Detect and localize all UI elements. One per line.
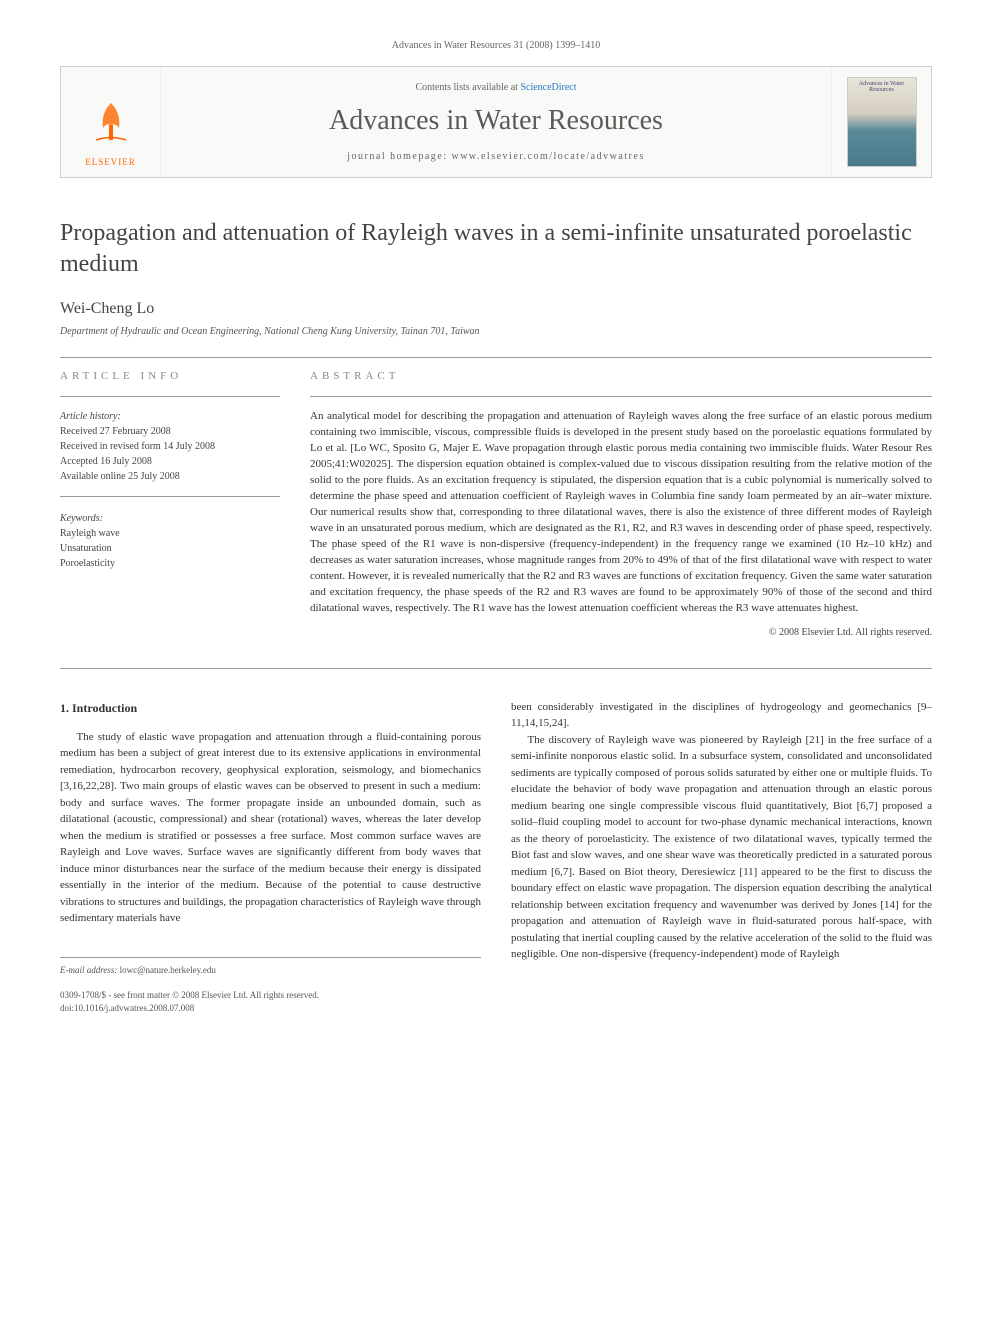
divider [60, 668, 932, 669]
body-paragraph: been considerably investigated in the di… [511, 699, 932, 732]
history-head: Article history: [60, 409, 280, 424]
front-matter-line: 0309-1708/$ - see front matter © 2008 El… [60, 989, 481, 1002]
email-label: E-mail address: [60, 965, 117, 975]
email-line: E-mail address: lowc@nature.berkeley.edu [60, 964, 481, 978]
elsevier-tree-icon [81, 93, 141, 153]
masthead-center: Contents lists available at ScienceDirec… [161, 67, 831, 177]
journal-homepage: journal homepage: www.elsevier.com/locat… [181, 151, 811, 162]
email-address[interactable]: lowc@nature.berkeley.edu [120, 965, 216, 975]
revised-date: Received in revised form 14 July 2008 [60, 439, 280, 454]
cover-text: Advances in Water Resources [851, 81, 913, 93]
footnote-area: E-mail address: lowc@nature.berkeley.edu… [60, 957, 481, 1015]
journal-masthead: ELSEVIER Contents lists available at Sci… [60, 66, 932, 178]
article-history: Article history: Received 27 February 20… [60, 409, 280, 571]
section-heading: 1. Introduction [60, 699, 481, 717]
article-info-label: ARTICLE INFO [60, 370, 280, 382]
keyword: Unsaturation [60, 541, 280, 556]
journal-cover-thumbnail: Advances in Water Resources [847, 77, 917, 167]
divider [60, 396, 280, 397]
doi-block: 0309-1708/$ - see front matter © 2008 El… [60, 989, 481, 1014]
received-date: Received 27 February 2008 [60, 424, 280, 439]
body-column-left: 1. Introduction The study of elastic wav… [60, 699, 481, 1015]
publisher-logo-block: ELSEVIER [61, 67, 161, 177]
body-paragraph: The discovery of Rayleigh wave was pione… [511, 732, 932, 963]
contents-prefix: Contents lists available at [415, 82, 520, 93]
divider [310, 396, 932, 397]
doi-line: doi:10.1016/j.advwatres.2008.07.008 [60, 1002, 481, 1015]
abstract-column: ABSTRACT An analytical model for describ… [310, 370, 932, 637]
abstract-text: An analytical model for describing the p… [310, 409, 932, 616]
journal-name: Advances in Water Resources [181, 105, 811, 137]
keywords-head: Keywords: [60, 511, 280, 526]
sciencedirect-link[interactable]: ScienceDirect [520, 82, 576, 93]
article-info-column: ARTICLE INFO Article history: Received 2… [60, 370, 280, 637]
keyword: Poroelasticity [60, 556, 280, 571]
abstract-label: ABSTRACT [310, 370, 932, 382]
article-title: Propagation and attenuation of Rayleigh … [60, 218, 932, 280]
author-affiliation: Department of Hydraulic and Ocean Engine… [60, 326, 932, 337]
info-abstract-row: ARTICLE INFO Article history: Received 2… [60, 370, 932, 637]
accepted-date: Accepted 16 July 2008 [60, 454, 280, 469]
divider [60, 496, 280, 497]
contents-line: Contents lists available at ScienceDirec… [181, 82, 811, 93]
online-date: Available online 25 July 2008 [60, 469, 280, 484]
running-header: Advances in Water Resources 31 (2008) 13… [60, 40, 932, 51]
divider [60, 357, 932, 358]
body-column-right: been considerably investigated in the di… [511, 699, 932, 1015]
cover-thumbnail-block: Advances in Water Resources [831, 67, 931, 177]
author-name: Wei-Cheng Lo [60, 300, 932, 318]
body-columns: 1. Introduction The study of elastic wav… [60, 699, 932, 1015]
body-paragraph: The study of elastic wave propagation an… [60, 729, 481, 927]
keyword: Rayleigh wave [60, 526, 280, 541]
abstract-copyright: © 2008 Elsevier Ltd. All rights reserved… [310, 627, 932, 638]
publisher-name: ELSEVIER [85, 157, 136, 167]
